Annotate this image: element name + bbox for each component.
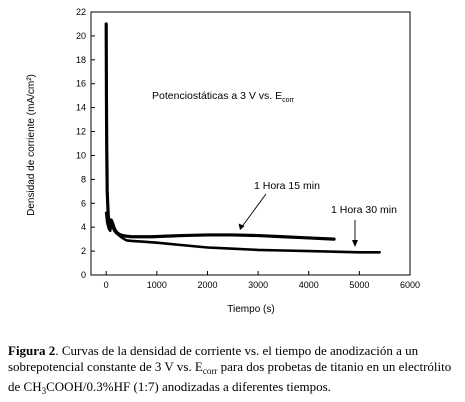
y-tick-label-8: 8	[81, 174, 86, 184]
caption-text-b: para dos probetas de titanio en un elect…	[8, 359, 452, 394]
y-axis-label: Densidad de corriente (mA/cm²)	[26, 74, 37, 216]
y-tick-label-20: 20	[76, 31, 86, 41]
y-tick-label-4: 4	[81, 222, 86, 232]
arrowhead-75min	[238, 223, 245, 230]
y-tick-label-10: 10	[76, 150, 86, 160]
arrow-75min	[240, 193, 267, 229]
series-line-1	[104, 22, 336, 241]
y-tick-label-14: 14	[76, 103, 86, 113]
y-tick-label-22: 22	[76, 7, 86, 17]
x-tick-label-1000: 1000	[147, 280, 167, 290]
series-layer	[104, 22, 381, 254]
x-tick-label-4000: 4000	[299, 280, 319, 290]
x-axis-label: Tiempo (s)	[227, 304, 274, 315]
x-axis: 0 1000 2000 3000 4000 5000 6000	[104, 271, 420, 290]
plot-area	[90, 11, 411, 276]
series-label-75min: 1 Hora 15 min	[254, 180, 320, 192]
y-tick-label-16: 16	[76, 79, 86, 89]
condition-annotation: Potenciostáticas a 3 V vs. Ecorr	[152, 90, 295, 104]
series-label-90min: 1 Hora 30 min	[331, 204, 397, 216]
caption-text-a: . Curvas de la densidad de corriente vs.…	[8, 343, 419, 374]
y-tick-label-6: 6	[81, 198, 86, 208]
series-line-2	[104, 211, 381, 254]
x-tick-label-2000: 2000	[197, 280, 217, 290]
x-tick-label-0: 0	[104, 280, 109, 290]
caption-text-c: COOH/0.3%HF (1:7) anodizadas a diferente…	[46, 379, 331, 394]
y-axis: 0 2 4 6 8 10 12 14 16 18 20 22	[76, 7, 95, 280]
chart: 0 2 4 6 8 10 12 14 16 18 20 22 0 1000 2000 3000 4000 500…	[26, 7, 420, 315]
x-tick-label-6000: 6000	[400, 280, 420, 290]
x-tick-label-5000: 5000	[349, 280, 369, 290]
caption-sub-corr: corr	[202, 366, 218, 376]
x-tick-label-3000: 3000	[248, 280, 268, 290]
y-tick-label-12: 12	[76, 127, 86, 137]
condition-annotation-sub: corr	[282, 97, 295, 104]
y-tick-label-0: 0	[81, 270, 86, 280]
caption-sub-3: 3	[41, 386, 47, 396]
caption-label: Figura 2	[8, 343, 56, 358]
y-tick-label-18: 18	[76, 55, 86, 65]
arrowhead-90min	[352, 240, 358, 247]
y-tick-label-2: 2	[81, 246, 86, 256]
figure-caption: Figura 2. Curvas de la densidad de corri…	[8, 343, 460, 399]
